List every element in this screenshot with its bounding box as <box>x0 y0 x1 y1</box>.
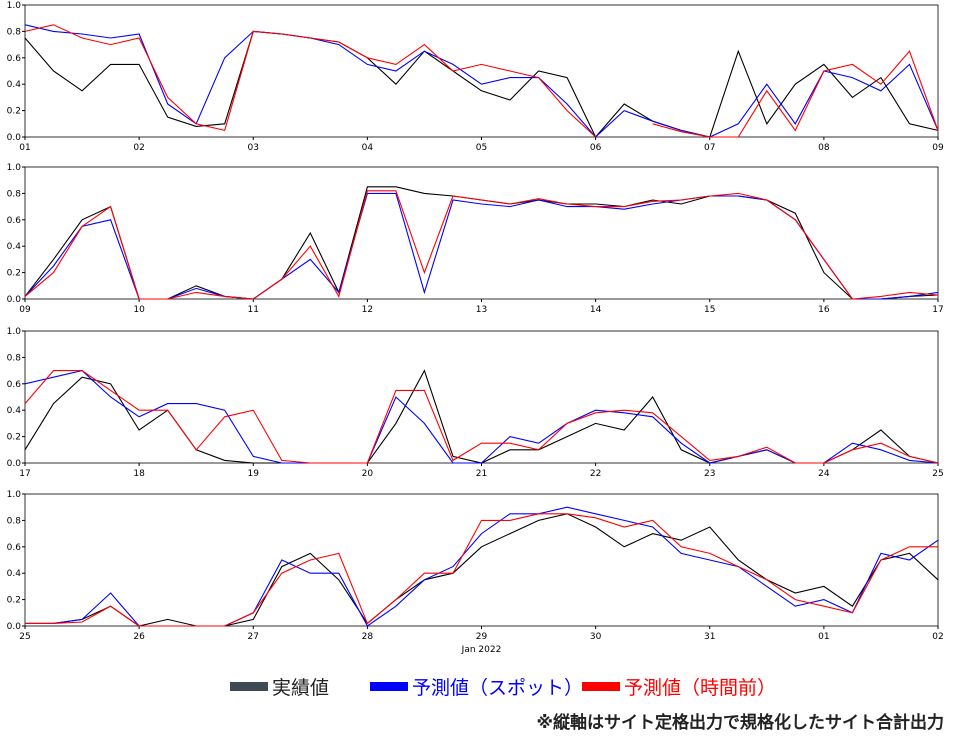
x-tick-label: 25 <box>19 632 30 642</box>
y-tick-label: 0.0 <box>7 459 22 469</box>
x-tick-label: 04 <box>362 143 374 153</box>
y-tick-label: 0.4 <box>7 242 22 252</box>
series-line <box>25 513 938 627</box>
legend-swatch <box>582 682 620 691</box>
y-tick-label: 0.8 <box>7 516 22 526</box>
x-tick-label: 17 <box>19 469 30 479</box>
x-tick-label: 22 <box>590 469 601 479</box>
y-tick-label: 0.8 <box>7 353 22 363</box>
x-tick-label: 23 <box>704 469 715 479</box>
series-line <box>24 369 939 464</box>
x-tick-label: 28 <box>362 632 374 642</box>
x-tick-label: 30 <box>590 632 602 642</box>
y-tick-label: 1.0 <box>7 327 22 337</box>
y-tick-label: 0.0 <box>7 295 22 305</box>
x-tick-label: 14 <box>590 305 602 315</box>
y-tick-label: 1.0 <box>7 490 22 500</box>
plot-frame <box>24 493 939 627</box>
x-tick-label: 25 <box>932 469 943 479</box>
x-tick-label: 17 <box>932 305 943 315</box>
x-tick-label: 15 <box>704 305 715 315</box>
y-tick-label: 0.8 <box>7 27 22 37</box>
legend-label: 予測値（時間前） <box>624 677 776 699</box>
x-tick-label: 12 <box>362 305 373 315</box>
x-tick-label: 21 <box>476 469 487 479</box>
y-tick-label: 0.6 <box>7 380 22 390</box>
x-tick-label: 20 <box>362 469 374 479</box>
series-line <box>24 24 939 138</box>
x-tick-label: 01 <box>818 632 829 642</box>
y-tick-label: 0.2 <box>7 433 21 443</box>
x-tick-label: 02 <box>133 143 144 153</box>
series-line <box>24 24 939 138</box>
y-tick-label: 0.2 <box>7 107 21 117</box>
legend-label: 実績値 <box>272 677 329 699</box>
x-tick-label: 03 <box>248 143 259 153</box>
y-tick-label: 0.6 <box>7 216 22 226</box>
y-tick-label: 0.0 <box>7 133 22 143</box>
legend-label: 予測値（スポット） <box>412 677 583 699</box>
y-tick-label: 1.0 <box>7 163 22 173</box>
plot-frame <box>24 166 939 300</box>
series-line <box>24 30 939 138</box>
y-tick-label: 0.4 <box>7 569 22 579</box>
x-tick-label: 29 <box>476 632 488 642</box>
x-tick-label: 08 <box>818 143 830 153</box>
x-tick-label: 11 <box>248 305 259 315</box>
x-tick-label: 06 <box>590 143 602 153</box>
series-line <box>24 370 939 464</box>
x-tick-label: 09 <box>19 305 31 315</box>
series-line <box>24 369 939 464</box>
x-tick-label: 24 <box>818 469 830 479</box>
x-tick-label: 26 <box>133 632 145 642</box>
x-tick-label: 02 <box>932 632 943 642</box>
y-tick-label: 0.0 <box>7 622 22 632</box>
legend-swatch <box>230 682 268 691</box>
y-tick-label: 1.0 <box>7 1 22 11</box>
x-tick-label: 13 <box>476 305 487 315</box>
series-line <box>24 190 939 300</box>
x-tick-label: 16 <box>818 305 830 315</box>
footnote: ※縦軸はサイト定格出力で規格化したサイト合計出力 <box>536 712 944 733</box>
x-tick-label: 01 <box>19 143 30 153</box>
series-line <box>25 506 939 627</box>
y-tick-label: 0.6 <box>7 543 22 553</box>
x-tick-label: 09 <box>932 143 944 153</box>
y-tick-label: 0.4 <box>7 80 22 90</box>
legend-swatch <box>370 682 408 691</box>
x-tick-label: 19 <box>248 469 260 479</box>
x-tick-label: 07 <box>704 143 715 153</box>
y-tick-label: 0.2 <box>7 269 21 279</box>
series-line <box>25 513 939 627</box>
y-tick-label: 0.6 <box>7 54 22 64</box>
series-line <box>24 192 939 300</box>
y-tick-label: 0.2 <box>7 596 21 606</box>
x-label: Jan 2022 <box>461 645 502 655</box>
x-tick-label: 31 <box>704 632 715 642</box>
x-tick-label: 10 <box>133 305 145 315</box>
x-tick-label: 27 <box>248 632 259 642</box>
x-tick-label: 05 <box>476 143 487 153</box>
x-tick-label: 18 <box>133 469 145 479</box>
y-tick-label: 0.8 <box>7 189 22 199</box>
y-tick-label: 0.4 <box>7 406 22 416</box>
